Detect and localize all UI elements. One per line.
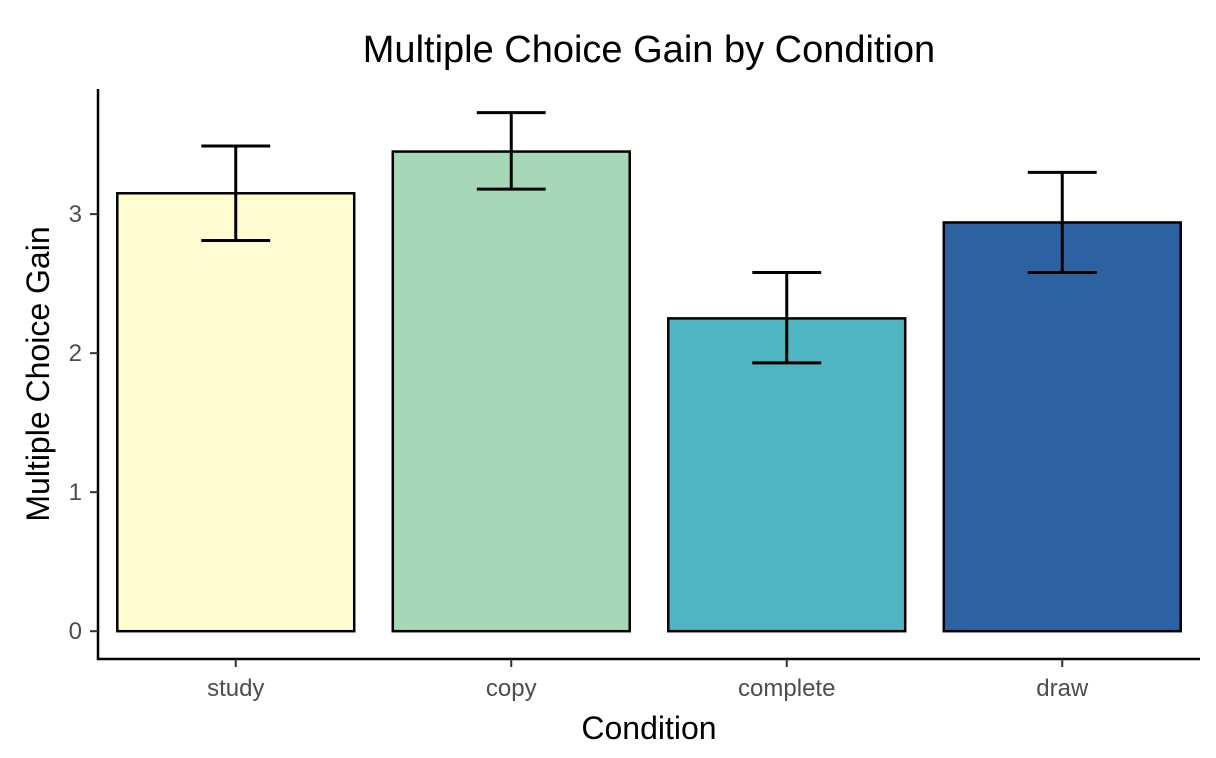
y-tick-label-3: 3 — [69, 201, 82, 228]
y-tick-label-1: 1 — [69, 479, 82, 506]
x-tick-label-draw: draw — [1036, 675, 1089, 702]
x-tick-label-copy: copy — [486, 675, 537, 702]
chart-title: Multiple Choice Gain by Condition — [363, 29, 935, 71]
x-ticks: study copy complete draw — [207, 659, 1089, 702]
bar-draw — [942, 221, 1182, 633]
y-tick-label-0: 0 — [69, 618, 82, 645]
bar-complete — [667, 317, 907, 633]
y-ticks: 0 1 2 3 — [69, 201, 98, 645]
x-axis-title: Condition — [581, 710, 716, 746]
error-bars-layer — [201, 111, 1097, 365]
y-axis-title: Multiple Choice Gain — [20, 226, 56, 521]
bar-copy — [391, 150, 631, 633]
error-bar-study — [201, 144, 271, 243]
y-tick-label-2: 2 — [69, 340, 82, 367]
error-bar-copy — [476, 111, 546, 191]
error-bar-complete — [752, 271, 822, 365]
error-bar-draw — [1027, 170, 1097, 275]
x-tick-label-complete: complete — [738, 675, 835, 702]
bars-layer — [116, 150, 1182, 633]
x-tick-label-study: study — [207, 675, 264, 702]
bar-study — [116, 192, 356, 633]
